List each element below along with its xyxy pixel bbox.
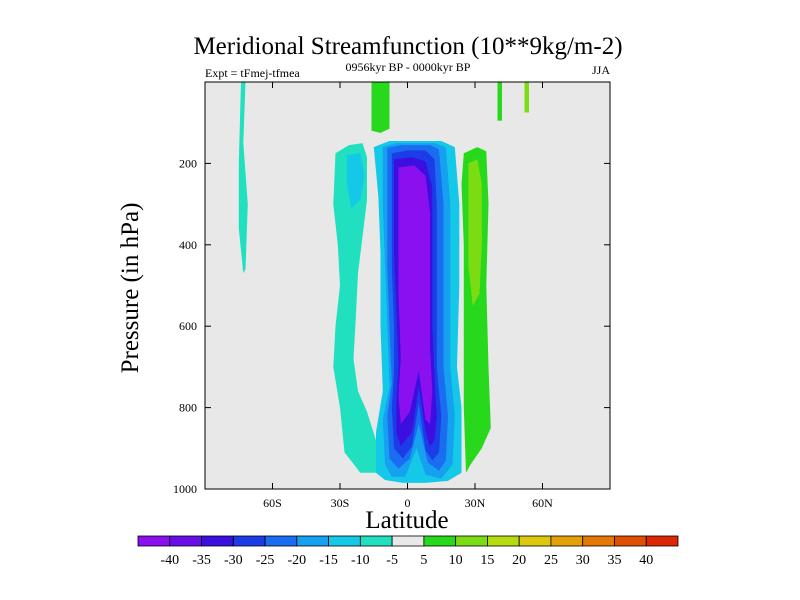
colorbar-swatch [455, 535, 488, 547]
contour-region-nh-strat-strip-3 [524, 82, 529, 113]
contour-region-sh-subtropical-patch [346, 153, 365, 209]
colorbar-label: 25 [544, 553, 558, 568]
contour-regions [238, 82, 529, 483]
colorbar: -40 -35 -30 -25 -20 -15 -10 -5 5 10 15 20 25 30 35 40 [137, 535, 679, 568]
colorbar-swatch [328, 535, 361, 547]
experiment-label: Expt = tFmej-tfmea [205, 66, 300, 80]
colorbar-swatch [137, 535, 171, 547]
x-axis: 60S 30S 0 30N 60N [263, 82, 553, 510]
colorbar-label: -35 [192, 553, 211, 568]
period-label: 0956kyr BP - 0000kyr BP [346, 60, 471, 74]
colorbar-swatch [232, 535, 266, 547]
x-tick-label: 0 [405, 496, 411, 510]
colorbar-swatch [614, 535, 647, 547]
contour-region-sh-ferrel-cell [333, 143, 376, 473]
y-tick-label: 800 [179, 401, 197, 415]
x-tick-label: 60N [532, 496, 553, 510]
colorbar-label: 15 [480, 553, 494, 568]
colorbar-swatch [487, 535, 520, 547]
colorbar-swatch [391, 535, 425, 547]
colorbar-label: 5 [420, 553, 427, 568]
contour-region-nh-ferrel-core [468, 159, 482, 306]
y-axis: 200 400 600 800 1000 [173, 156, 610, 496]
x-tick-label: 30N [465, 496, 486, 510]
colorbar-label: -25 [256, 553, 275, 568]
colorbar-label: -20 [287, 553, 306, 568]
colorbar-label: -5 [386, 553, 398, 568]
y-tick-label: 200 [179, 156, 197, 170]
colorbar-label: 35 [607, 553, 621, 568]
contour-region-hadley-core [398, 165, 433, 424]
colorbar-label: 10 [449, 553, 463, 568]
colorbar-label: -40 [160, 553, 179, 568]
x-axis-label: Latitude [365, 507, 448, 534]
contour-region-sh-polar-strip [238, 82, 248, 274]
contour-region-sh-lower-patch [351, 399, 354, 428]
y-tick-label: 600 [179, 319, 197, 333]
colorbar-swatch [296, 535, 329, 547]
colorbar-swatch [645, 535, 679, 547]
colorbar-label: -30 [224, 553, 243, 568]
colorbar-swatch [550, 535, 584, 547]
colorbar-label: -10 [351, 553, 370, 568]
colorbar-swatch [201, 535, 234, 547]
x-tick-label: 60S [263, 496, 282, 510]
y-tick-label: 1000 [173, 482, 197, 496]
y-tick-label: 400 [179, 238, 197, 252]
colorbar-label: -15 [319, 553, 338, 568]
contour-region-nh-strat-strip-1 [371, 82, 390, 133]
contour-region-nh-strat-strip-2 [497, 82, 502, 121]
season-label: JJA [592, 63, 610, 77]
colorbar-label: 30 [576, 553, 590, 568]
colorbar-label: 40 [639, 553, 653, 568]
colorbar-swatch [423, 535, 457, 547]
colorbar-swatch [359, 535, 393, 547]
colorbar-swatch [264, 535, 298, 547]
colorbar-swatch [518, 535, 552, 547]
chart-title: Meridional Streamfunction (10**9kg/m-2) [193, 33, 622, 60]
colorbar-swatch [582, 535, 615, 547]
colorbar-swatch [169, 535, 202, 547]
y-axis-label: Pressure (in hPa) [117, 203, 144, 374]
colorbar-label: 20 [512, 553, 526, 568]
x-tick-label: 30S [331, 496, 350, 510]
